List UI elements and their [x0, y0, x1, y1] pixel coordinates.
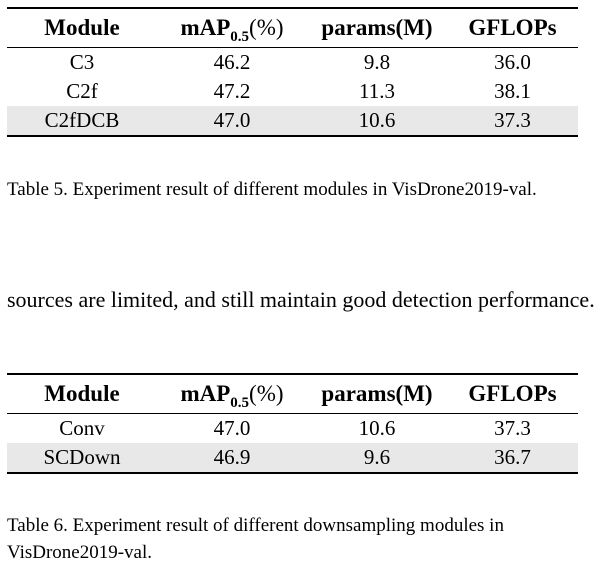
cell-params: 10.6 [358, 416, 396, 440]
cell-gflops: 38.1 [494, 79, 531, 103]
header-gflops: GFLOPs [468, 381, 557, 406]
header-gflops: GFLOPs [468, 15, 557, 40]
cell-map: 46.9 [157, 443, 307, 473]
table-row-highlighted: C2fDCB 47.0 10.6 37.3 [7, 106, 578, 136]
cell-gflops: 36.7 [447, 443, 578, 473]
cell-gflops: 36.0 [494, 50, 531, 74]
table-row: C2f 47.2 11.3 38.1 [7, 77, 578, 106]
body-paragraph: sources are limited, and still maintain … [7, 287, 595, 312]
header-map: mAP0.5(%) [157, 8, 307, 48]
table-header-row: Module mAP0.5(%) params(M) GFLOPs [7, 374, 578, 414]
header-params: params(M) [321, 381, 433, 406]
cell-map: 47.2 [213, 79, 251, 103]
table-row-highlighted: SCDown 46.9 9.6 36.7 [7, 443, 578, 473]
cell-map: 47.0 [157, 106, 307, 136]
header-map-unit: (%) [249, 15, 284, 40]
header-params: params(M) [321, 15, 433, 40]
cell-module: C2f [66, 79, 98, 103]
header-map-unit: (%) [249, 381, 284, 406]
table-6-caption: Table 6. Experiment result of different … [7, 515, 504, 563]
header-map-main: mAP [180, 381, 231, 406]
cell-params: 9.8 [363, 50, 391, 74]
table-row: C3 46.2 9.8 36.0 [7, 48, 578, 78]
table-row: Conv 47.0 10.6 37.3 [7, 414, 578, 444]
cell-params: 10.6 [307, 106, 447, 136]
header-module: Module [44, 381, 120, 406]
cell-gflops: 37.3 [447, 106, 578, 136]
cell-map: 47.0 [213, 416, 251, 440]
table-6: Module mAP0.5(%) params(M) GFLOPs Conv 4… [7, 373, 578, 474]
cell-module: SCDown [7, 443, 157, 473]
cell-module: Conv [59, 416, 105, 440]
header-map-main: mAP [180, 15, 231, 40]
cell-params: 11.3 [359, 79, 395, 103]
cell-params: 9.6 [307, 443, 447, 473]
header-map-subscript: 0.5 [230, 395, 250, 411]
table-header-row: Module mAP0.5(%) params(M) GFLOPs [7, 8, 578, 48]
cell-module: C3 [69, 50, 95, 74]
table-5: Module mAP0.5(%) params(M) GFLOPs C3 46.… [7, 7, 578, 137]
cell-map: 46.2 [213, 50, 251, 74]
header-map-subscript: 0.5 [230, 29, 250, 45]
table-5-caption: Table 5. Experiment result of different … [7, 179, 537, 200]
cell-gflops: 37.3 [494, 416, 531, 440]
header-module: Module [44, 15, 120, 40]
cell-module: C2fDCB [7, 106, 157, 136]
header-map: mAP0.5(%) [157, 374, 307, 414]
